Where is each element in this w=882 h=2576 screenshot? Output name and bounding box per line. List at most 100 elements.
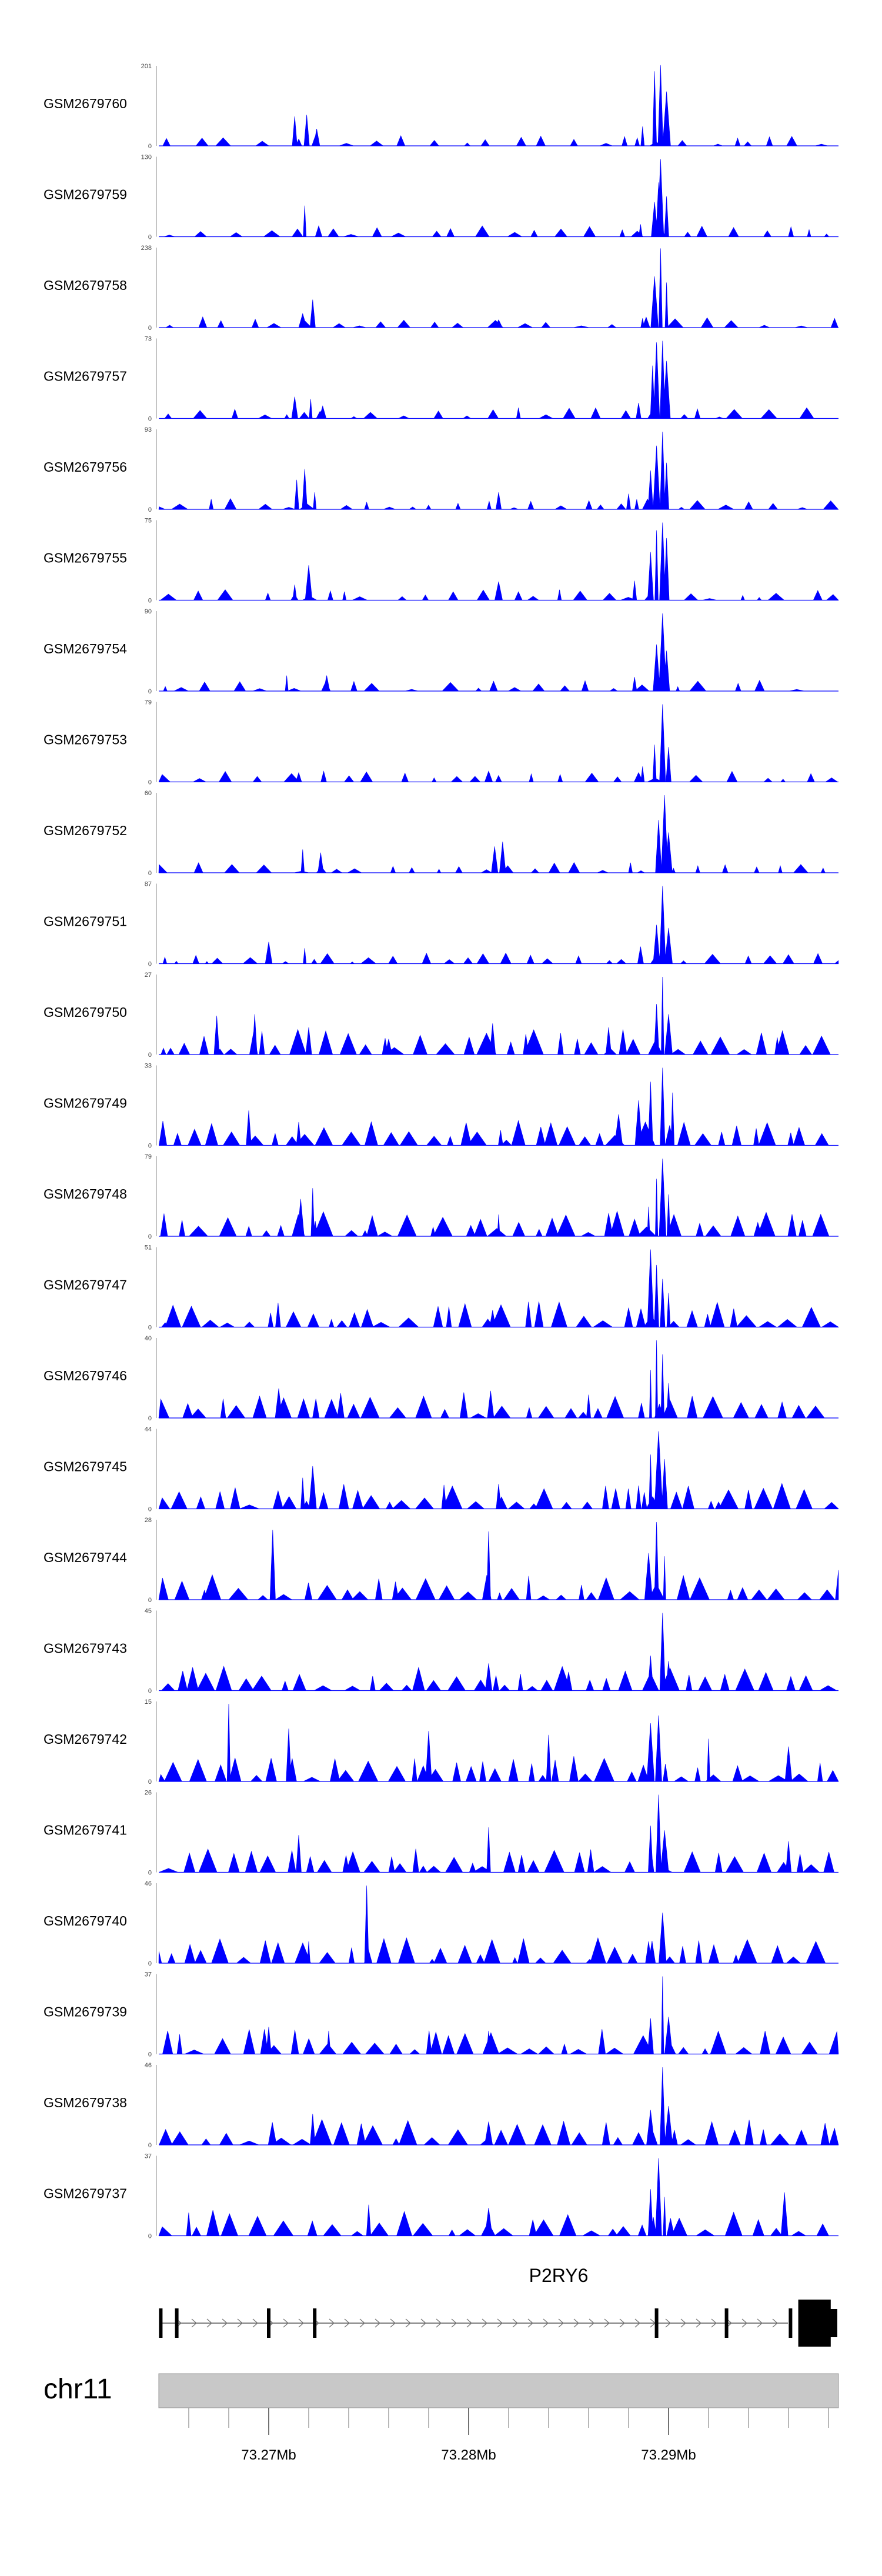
track-label: GSM2679742 <box>44 1731 127 1747</box>
strand-arrow-icon <box>558 2318 564 2328</box>
y-max-label: 37 <box>145 2153 152 2160</box>
track-label: GSM2679754 <box>44 641 127 656</box>
y-min-label: 0 <box>148 870 152 877</box>
y-max-label: 51 <box>145 1244 152 1252</box>
coverage-area <box>159 522 839 600</box>
y-max-label: 27 <box>145 972 152 979</box>
gene-exon <box>313 2308 317 2338</box>
gene-exon <box>789 2308 793 2338</box>
strand-arrow-icon <box>405 2318 411 2328</box>
strand-arrow-icon <box>527 2318 533 2328</box>
track-label: GSM2679759 <box>44 187 127 202</box>
y-min-label: 0 <box>148 143 152 150</box>
coverage-area <box>158 704 838 782</box>
track-label: GSM2679753 <box>44 732 127 748</box>
ideogram-track: chr11 73.27Mb 73.28Mb 73.29Mb <box>44 2373 839 2463</box>
y-max-label: 130 <box>141 154 152 161</box>
y-max-label: 73 <box>145 336 152 343</box>
strand-arrow-icon <box>726 2318 732 2328</box>
coverage-track: GSM2679741 26 0 <box>44 1790 838 1877</box>
y-min-label: 0 <box>148 1324 152 1332</box>
y-max-label: 46 <box>145 2062 152 2069</box>
track-label: GSM2679756 <box>44 459 127 475</box>
strand-arrow-icon <box>359 2318 365 2328</box>
strand-arrow-icon <box>252 2318 258 2328</box>
track-label: GSM2679749 <box>44 1096 127 1111</box>
coverage-area <box>159 1976 839 2054</box>
coverage-area <box>158 1794 838 1873</box>
y-min-label: 0 <box>148 416 152 423</box>
coverage-track: GSM2679752 60 0 <box>44 790 838 877</box>
coverage-area <box>158 1703 839 1782</box>
y-max-label: 37 <box>145 1971 152 1978</box>
strand-arrow-icon <box>191 2318 197 2328</box>
strand-arrow-icon <box>741 2318 747 2328</box>
y-max-label: 79 <box>145 699 152 706</box>
coverage-area <box>159 1613 838 1691</box>
coverage-area <box>159 1249 839 1327</box>
coverage-track: GSM2679751 87 0 <box>44 881 839 968</box>
coverage-track: GSM2679748 79 0 <box>44 1153 838 1240</box>
y-min-label: 0 <box>148 506 152 513</box>
chromosome-band <box>158 2373 839 2408</box>
track-label: GSM2679751 <box>44 914 127 929</box>
coverage-area <box>159 159 838 237</box>
gene-track: P2RY6 <box>159 2265 837 2347</box>
gene-exon <box>267 2308 270 2338</box>
coverage-area <box>158 1340 838 1419</box>
y-min-label: 0 <box>148 2233 152 2240</box>
y-max-label: 46 <box>145 1880 152 1887</box>
y-min-label: 0 <box>148 961 152 968</box>
gene-label: P2RY6 <box>529 2265 589 2286</box>
coverage-area <box>158 431 838 510</box>
strand-arrow-icon <box>772 2318 778 2328</box>
track-label: GSM2679747 <box>44 1277 127 1293</box>
y-max-label: 33 <box>145 1063 152 1070</box>
coverage-track: GSM2679759 130 0 <box>44 154 838 241</box>
strand-arrow-icon <box>497 2318 503 2328</box>
strand-arrow-icon <box>375 2318 380 2328</box>
track-label: GSM2679745 <box>44 1459 127 1474</box>
y-max-label: 60 <box>145 790 152 797</box>
y-min-label: 0 <box>148 688 152 695</box>
coverage-area <box>158 1431 839 1509</box>
strand-arrow-icon <box>573 2318 579 2328</box>
gene-exon <box>159 2308 163 2338</box>
coverage-track: GSM2679738 46 0 <box>44 2062 839 2149</box>
track-label: GSM2679743 <box>44 1641 127 1656</box>
coverage-area <box>159 613 838 692</box>
coverage-tracks: GSM2679760 201 0 GSM2679759 130 0 GSM2679758 23… <box>44 63 839 2240</box>
gene-exon <box>175 2308 179 2338</box>
strand-arrow-icon <box>329 2318 335 2328</box>
strand-arrow-icon <box>283 2318 289 2328</box>
strand-arrow-icon <box>696 2318 701 2328</box>
track-label: GSM2679755 <box>44 550 127 566</box>
y-min-label: 0 <box>148 598 152 605</box>
y-min-label: 0 <box>148 1960 152 1967</box>
coverage-area <box>158 2158 838 2236</box>
strand-arrow-icon <box>206 2318 212 2328</box>
coverage-track: GSM2679740 46 0 <box>44 1880 838 1967</box>
track-label: GSM2679744 <box>44 1550 127 1565</box>
coverage-track: GSM2679760 201 0 <box>44 63 838 150</box>
y-min-label: 0 <box>148 1870 152 1877</box>
coverage-area <box>159 341 838 419</box>
y-max-label: 93 <box>145 426 152 433</box>
y-min-label: 0 <box>148 1233 152 1240</box>
strand-arrow-icon <box>344 2318 350 2328</box>
y-max-label: 28 <box>145 1517 152 1524</box>
y-max-label: 87 <box>145 881 152 888</box>
gene-exon <box>654 2308 659 2338</box>
strand-arrow-icon <box>619 2318 625 2328</box>
strand-arrow-icon <box>680 2318 686 2328</box>
coverage-area <box>158 1885 838 1964</box>
coverage-track: GSM2679747 51 0 <box>44 1244 839 1332</box>
y-min-label: 0 <box>148 2142 152 2149</box>
y-max-label: 40 <box>145 1335 152 1342</box>
strand-arrow-icon <box>665 2318 671 2328</box>
y-max-label: 45 <box>145 1608 152 1615</box>
track-label: GSM2679739 <box>44 2004 127 2020</box>
coverage-track: GSM2679753 79 0 <box>44 699 838 786</box>
gene-exon <box>809 2309 837 2337</box>
strand-arrow-icon <box>451 2318 457 2328</box>
